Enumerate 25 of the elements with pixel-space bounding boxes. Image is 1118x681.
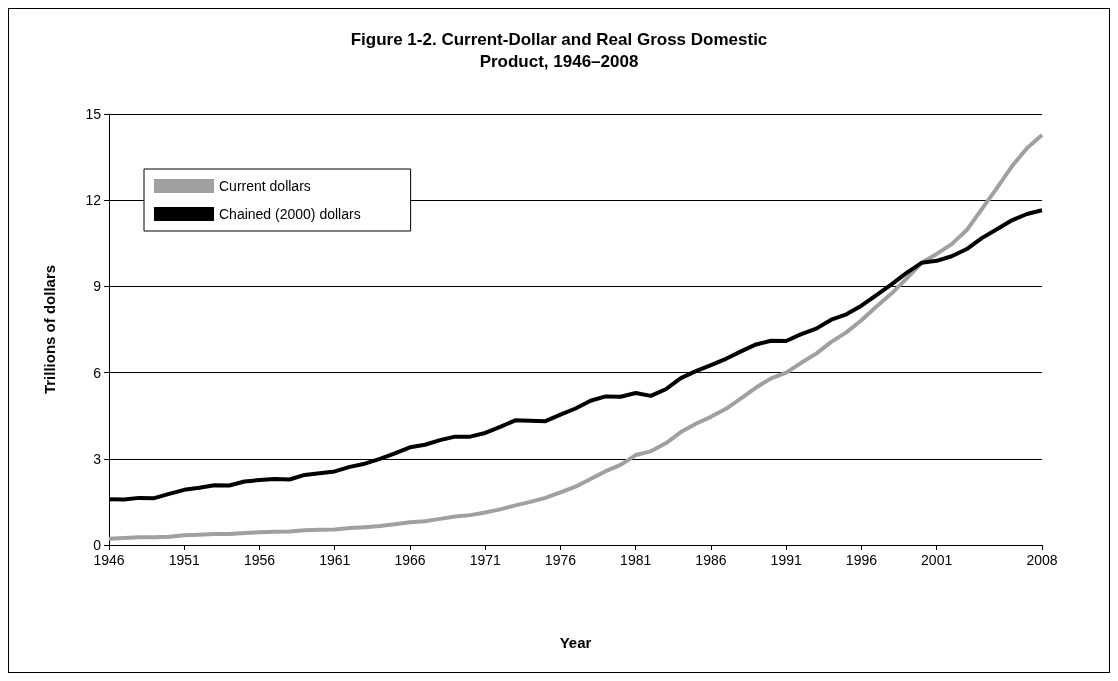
y-tick-label: 0 [93, 537, 102, 553]
y-tick-label: 12 [85, 192, 102, 209]
x-tick-label: 1951 [168, 552, 201, 568]
chart-title: Figure 1-2. Current-Dollar and Real Gross Domestic Product, 1946–2008 [350, 29, 768, 71]
x-tick-label: 1981 [620, 552, 652, 568]
legend-label: Current dollars [219, 178, 311, 194]
y-tick-label: 15 [85, 106, 102, 122]
x-tick-label: 2008 [1026, 552, 1058, 568]
y-tick-label: 3 [93, 450, 102, 467]
x-tick-label: 1991 [770, 552, 802, 568]
x-tick-label: 1966 [394, 552, 426, 568]
x-tick-label: 1976 [544, 552, 577, 568]
y-axis-title: Trillions of dollars [41, 264, 58, 395]
x-axis-title: Year [559, 634, 592, 651]
x-tick-label: 1961 [319, 552, 351, 568]
x-tick-label: 1946 [93, 552, 125, 568]
x-tick-label: 1956 [243, 552, 276, 568]
line-series [107, 132, 1044, 541]
x-tick-label: 1996 [845, 552, 878, 568]
x-tick-label: 1971 [469, 552, 501, 568]
legend-label: Chained (2000) dollars [219, 206, 361, 222]
x-tick-label: 1986 [695, 552, 727, 568]
x-tick-label: 2001 [921, 552, 953, 568]
y-tick-label: 9 [93, 278, 102, 295]
y-tick-label: 6 [93, 364, 102, 381]
